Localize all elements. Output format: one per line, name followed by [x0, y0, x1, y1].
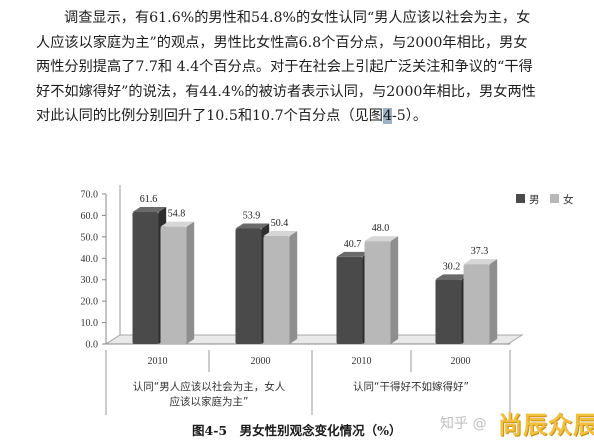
bar-top	[160, 221, 195, 227]
y-tick-label: 0.0	[86, 340, 99, 351]
bar-top	[364, 236, 399, 242]
bar-top	[132, 207, 167, 212]
plot-area: 0.0 10.0 20.0 30.0 40.0 50.0 60.0 70.0 2010 2000 2…	[81, 185, 524, 415]
y-tick-label: 30.0	[81, 275, 99, 286]
bar	[463, 264, 490, 344]
bar-top	[336, 251, 371, 257]
figure-caption: 图4-5 男女性别观念变化情况（%）	[192, 423, 402, 438]
bar-value-label: 53.9	[243, 211, 261, 222]
x-tick-label: 2000	[251, 356, 271, 367]
paragraph-line: 人应该以家庭为主”的观点，男性比女性高6.8个百分点，与2000年相比，男女	[36, 34, 528, 51]
bar	[263, 236, 290, 344]
body-paragraph: 调查显示，有61.6%的男性和54.8%的女性认同“男人应该以社会为主，女 人应…	[36, 6, 576, 129]
bar-top	[263, 231, 298, 236]
x-tick-label: 2010	[352, 356, 372, 367]
y-tick-label: 50.0	[81, 232, 99, 243]
paragraph-line: 好不如嫁得好”的说法，有44.4%的被访者表示认同，与2000年相比，男女两性	[36, 83, 536, 100]
group-label: 认同“干得好不如嫁得好”	[353, 380, 469, 393]
legend-swatch-male	[516, 194, 525, 203]
legend-swatch-female	[550, 194, 559, 203]
bar-value-label: 61.6	[140, 194, 158, 205]
paragraph-text: -5）。	[391, 108, 428, 125]
category-groups: 认同“男人应该以社会为主，女人 应该以家庭为主” 认同“干得好不如嫁得好”	[133, 380, 469, 408]
bar	[364, 241, 391, 344]
watermark-brand: 尚辰众辰	[498, 411, 594, 439]
bar-side	[390, 236, 399, 344]
chart-legend: 男 女	[516, 193, 574, 206]
paragraph-line: 对此认同的比例分别回升了10.5和10.7个百分点（见图4-5）。	[36, 104, 576, 129]
bar-value-label: 54.8	[168, 209, 186, 220]
bar-chart: 0.0 10.0 20.0 30.0 40.0 50.0 60.0 70.0 2010 2000 2…	[81, 185, 574, 415]
bar-side	[289, 231, 298, 344]
legend-label-female: 女	[563, 193, 574, 206]
y-tick-label: 20.0	[81, 297, 99, 308]
legend-label-male: 男	[529, 194, 540, 206]
y-tick-label: 60.0	[81, 211, 99, 222]
group-label: 应该以家庭为主”	[170, 395, 249, 408]
paragraph-line: 调查显示，有61.6%的男性和54.8%的女性认同“男人应该以社会为主，女	[64, 10, 531, 26]
bar	[235, 228, 262, 344]
watermark-site: 知乎 @	[440, 416, 487, 432]
x-tick-label: 2010	[148, 356, 168, 367]
bar-value-label: 40.7	[344, 239, 362, 250]
y-tick-label: 70.0	[81, 190, 99, 201]
bar	[132, 212, 159, 344]
bar-value-label: 50.4	[271, 218, 289, 229]
paragraph-line: 两性分别提高了7.7和 4.4个百分点。对于在社会上引起广泛关注和争议的“干得	[36, 59, 533, 76]
bar-top	[435, 274, 470, 280]
y-tick-label: 40.0	[81, 254, 99, 265]
group-label: 认同“男人应该以社会为主，女人	[133, 380, 286, 393]
wall-edge	[105, 185, 121, 345]
figure-ref-highlight: 4	[382, 108, 392, 125]
bar-side	[186, 221, 195, 344]
bar	[160, 226, 187, 344]
bar-side	[489, 259, 498, 344]
x-tick-label: 2000	[451, 356, 471, 367]
bar-top	[235, 223, 270, 229]
bar-value-label: 30.2	[443, 261, 461, 272]
bar-value-label: 37.3	[471, 246, 489, 257]
bar-value-label: 48.0	[372, 223, 390, 234]
y-tick-label: 10.0	[81, 318, 99, 329]
bar	[336, 256, 363, 344]
bar	[435, 279, 462, 344]
bar-top	[463, 259, 498, 265]
paragraph-text: 对此认同的比例分别回升了10.5和10.7个百分点（见图	[36, 108, 383, 125]
